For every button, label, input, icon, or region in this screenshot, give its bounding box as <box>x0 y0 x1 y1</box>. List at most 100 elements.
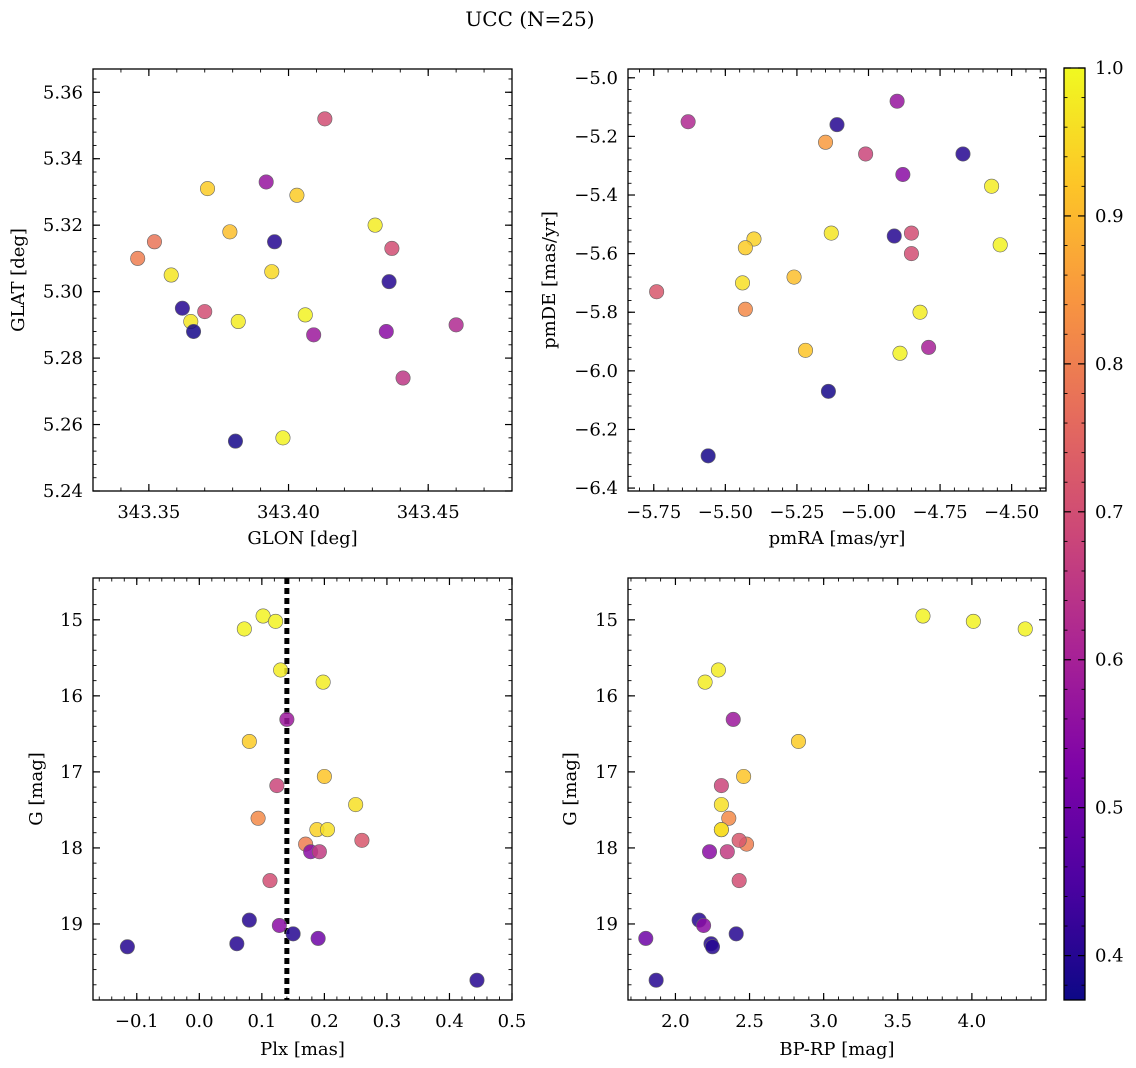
pmra-pmde-ytick-label: −5.0 <box>574 68 618 89</box>
plx-g-point <box>119 939 135 955</box>
bprp-g-point <box>713 797 729 813</box>
plx-g-xtick-label: 0.0 <box>185 1011 214 1032</box>
bprp-g-ytick-label: 15 <box>595 610 618 631</box>
glon-glat-xtick-label: 343.40 <box>257 502 320 523</box>
pmra-pmde-ytick-label: −5.4 <box>574 185 618 206</box>
bprp-g-points <box>638 608 1033 988</box>
panel-pmra-pmde: −5.75 −5.50 −5.25 −5.00 −4.75 −4.50 −6.4 −6.2 −6… <box>539 68 1047 549</box>
bprp-g-point <box>696 917 712 933</box>
glon-glat-points <box>130 111 464 449</box>
bprp-g-point <box>790 733 806 749</box>
pmra-pmde-point <box>858 146 874 162</box>
glon-glat-point <box>378 324 394 340</box>
pmra-pmde-point <box>798 342 814 358</box>
plx-g-ytick-label: 17 <box>60 762 83 783</box>
colorbar-frame <box>1063 67 1086 1001</box>
glon-glat-point <box>448 317 464 333</box>
pmra-pmde-point <box>735 275 751 291</box>
pmra-pmde-point <box>737 240 753 256</box>
bprp-g-xtick-label: 2.5 <box>735 1011 764 1032</box>
pmra-pmde-point <box>700 448 716 464</box>
bprp-g-point <box>697 674 713 690</box>
glon-glat-ytick-label: 5.32 <box>43 215 83 236</box>
glon-glat-point <box>381 274 397 290</box>
glon-glat-point <box>146 234 162 250</box>
pmra-pmde-xtick-label: −4.75 <box>912 502 967 523</box>
plx-g-xtick-label: 0.4 <box>435 1011 464 1032</box>
pmra-pmde-xtick-label: −5.25 <box>769 502 824 523</box>
glon-glat-frame <box>92 68 513 492</box>
bprp-g-point <box>710 662 726 678</box>
glon-glat-point <box>297 307 313 323</box>
bprp-g-ticks: 2.0 2.5 3.0 3.5 4.0 15 16 17 18 19 <box>595 578 1047 1032</box>
bprp-g-point <box>915 608 931 624</box>
panel-glon-glat: 343.35 343.40 343.45 5.24 5.26 5.28 5.30 5.32 5.… <box>8 68 513 549</box>
plx-g-xtick-label: 0.5 <box>498 1011 527 1032</box>
pmra-pmde-xtick-label: −5.75 <box>626 502 681 523</box>
colorbar-tick-label: 0.5 <box>1095 798 1124 819</box>
pmra-pmde-point <box>912 304 928 320</box>
colorbar-tick-label: 0.8 <box>1095 354 1124 375</box>
plx-g-xlabel: Plx [mas] <box>260 1039 345 1060</box>
plx-g-ytick-label: 18 <box>60 838 83 859</box>
pmra-pmde-point <box>829 117 845 133</box>
plx-g-point <box>310 930 326 946</box>
bprp-g-point <box>731 832 747 848</box>
pmra-pmde-ytick-label: −6.2 <box>574 419 618 440</box>
pmra-pmde-point <box>737 301 753 317</box>
pmra-pmde-xtick-label: −5.00 <box>841 502 896 523</box>
plx-g-point <box>271 917 287 933</box>
glon-glat-point <box>222 224 238 240</box>
plx-g-point <box>311 844 327 860</box>
bprp-g-xtick-label: 2.0 <box>661 1011 690 1032</box>
colorbar-ticks: 0.4 0.5 0.6 0.7 0.8 0.9 1.0 <box>1064 58 1124 986</box>
plx-g-ytick-label: 15 <box>60 610 83 631</box>
glon-glat-ytick-label: 5.30 <box>43 282 83 303</box>
plx-g-point <box>469 972 485 988</box>
bprp-g-xtick-label: 4.0 <box>958 1011 987 1032</box>
pmra-pmde-point <box>903 225 919 241</box>
glon-glat-ticks: 343.35 343.40 343.45 5.24 5.26 5.28 5.30 5.32 5.… <box>43 69 513 523</box>
pmra-pmde-point <box>955 146 971 162</box>
bprp-g-point <box>713 822 729 838</box>
plx-g-point <box>348 797 364 813</box>
glon-glat-point <box>395 370 411 386</box>
plx-g-frame <box>92 577 513 1001</box>
glon-glat-point <box>200 181 216 197</box>
bprp-g-ytick-label: 16 <box>595 686 618 707</box>
colorbar-tick-label: 0.9 <box>1095 206 1124 227</box>
glon-glat-point <box>130 250 146 266</box>
plx-g-point <box>236 621 252 637</box>
colorbar-tick-label: 0.6 <box>1095 650 1124 671</box>
bprp-g-point <box>638 930 654 946</box>
plx-g-ticks: −0.1 0.0 0.1 0.2 0.3 0.4 0.5 15 16 17 18 19 <box>60 578 526 1032</box>
glon-glat-point <box>174 300 190 316</box>
plx-g-point <box>241 912 257 928</box>
bprp-g-point <box>725 711 741 727</box>
pmra-pmde-point <box>823 225 839 241</box>
pmra-pmde-point <box>992 237 1008 253</box>
colorbar-tick-label: 0.7 <box>1095 502 1124 523</box>
plx-g-point <box>273 662 289 678</box>
pmra-pmde-point <box>680 114 696 130</box>
pmra-pmde-frame <box>627 68 1047 492</box>
plx-g-point <box>316 768 332 784</box>
bprp-g-point <box>1017 621 1033 637</box>
bprp-g-ytick-label: 19 <box>595 914 618 935</box>
glon-glat-point <box>186 324 202 340</box>
bprp-g-xtick-label: 3.0 <box>809 1011 838 1032</box>
bprp-g-ytick-label: 18 <box>595 838 618 859</box>
glon-glat-point <box>289 187 305 203</box>
colorbar-tick-label: 0.4 <box>1095 946 1124 967</box>
glon-glat-point <box>227 433 243 449</box>
pmra-pmde-point <box>649 284 665 300</box>
pmra-pmde-point <box>889 93 905 109</box>
pmra-pmde-xtick-label: −5.50 <box>698 502 753 523</box>
bprp-g-xtick-label: 3.5 <box>883 1011 912 1032</box>
plx-g-xtick-label: 0.1 <box>248 1011 277 1032</box>
pmra-pmde-point <box>984 178 1000 194</box>
pmra-pmde-point <box>786 269 802 285</box>
pmra-pmde-point <box>895 167 911 183</box>
glon-glat-ylabel: GLAT [deg] <box>8 228 29 332</box>
